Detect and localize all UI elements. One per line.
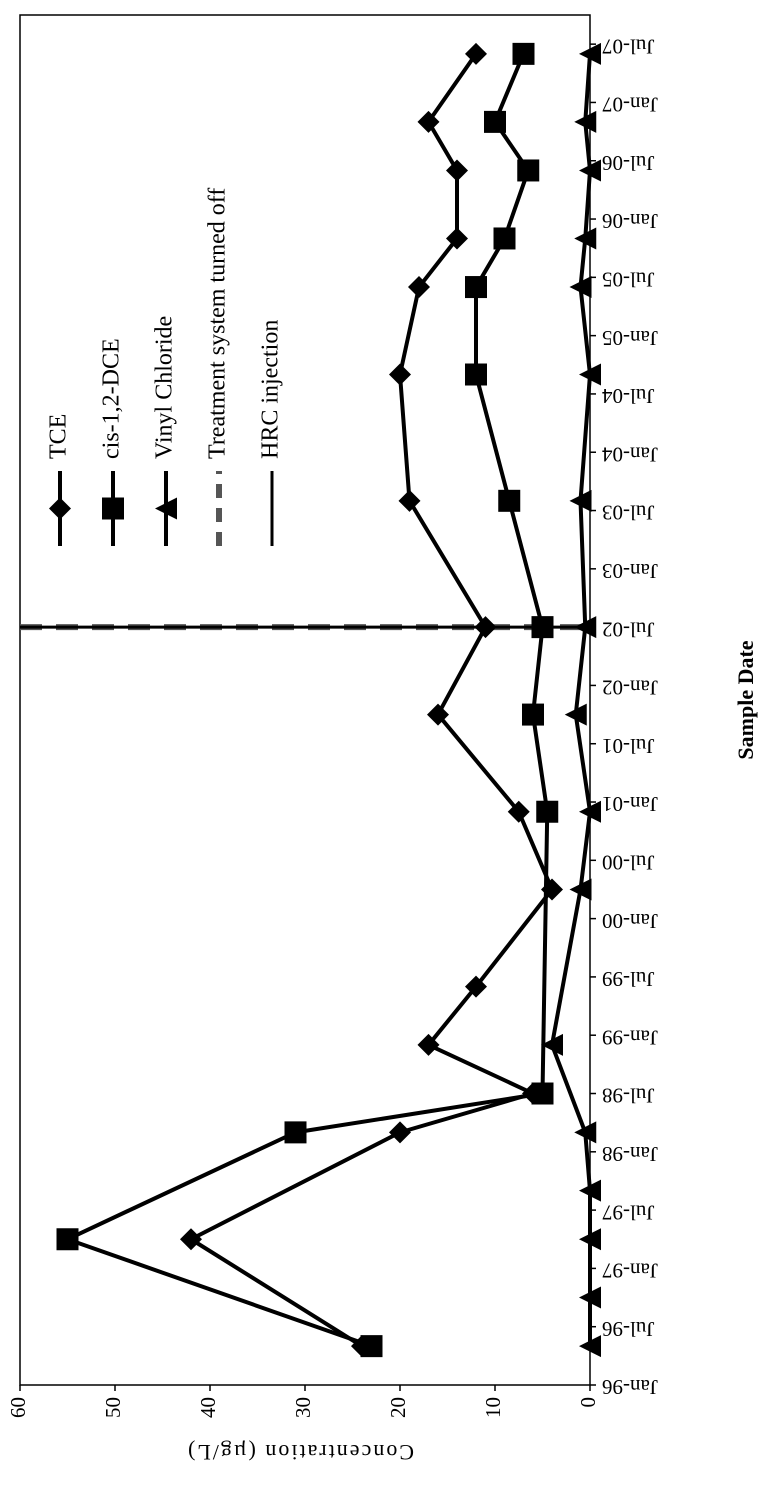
marker-triangle [541,1033,563,1056]
x-tick-label: Jul-04 [602,384,655,408]
marker-triangle [579,1228,601,1251]
marker-diamond [398,489,421,512]
x-tick-label: Jan-03 [602,559,658,583]
marker-square [493,227,516,250]
marker-triangle [564,703,587,726]
series-line [550,53,592,1347]
marker-diamond [474,616,497,639]
x-tick-label: Jan-06 [602,209,658,233]
x-tick-label: Jan-05 [602,326,658,350]
rotated-chart: Sample Date Concentration (µg/L) 0 10 20 30… [6,14,758,1465]
marker-triangle [574,616,597,639]
marker-square [522,703,544,726]
marker-triangle [569,276,592,299]
marker-square [465,363,487,386]
x-tick-label: Jul-03 [602,501,655,525]
marker-diamond [417,1033,440,1056]
y-tick-label: 40 [196,1397,220,1418]
marker-triangle [574,110,597,133]
x-tick-label: Jul-05 [602,268,655,292]
y-tick-label: 10 [481,1397,505,1418]
marker-triangle [574,227,597,250]
marker-triangle [569,878,592,901]
marker-square [517,159,540,182]
x-tick-label: Jan-97 [602,1259,658,1283]
marker-triangle [569,489,592,512]
x-tick-label: Jan-96 [602,1375,658,1399]
marker-diamond [49,497,71,520]
marker-triangle [574,1121,597,1144]
x-tick-label: Jul-98 [602,1084,655,1108]
y-axis-title: Concentration (µg/L) [186,1440,414,1465]
legend-text: Treatment system turned off [205,188,231,459]
x-tick-label: Jul-02 [602,617,655,641]
marker-diamond [465,42,487,65]
x-tick-label: Jan-01 [602,792,658,816]
x-tick-label: Jan-04 [602,442,658,466]
marker-diamond [180,1228,202,1251]
marker-diamond [446,227,468,250]
x-tick-label: Jul-97 [602,1200,655,1224]
x-tick-label: Jul-01 [602,734,655,758]
legend-text: Vinyl Chloride [152,316,178,459]
marker-triangle [579,159,601,182]
x-axis-title: Sample Date [733,640,758,759]
legend-text: HRC injection [258,320,284,459]
marker-diamond [389,363,411,386]
marker-diamond [389,1121,411,1144]
marker-square [465,276,487,299]
y-tick-label: 60 [6,1397,30,1418]
marker-diamond [507,800,530,823]
marker-triangle [155,497,177,520]
marker-square [531,616,554,639]
x-tick-label: Jul-00 [602,851,655,875]
marker-square [512,42,535,65]
marker-square [531,1082,554,1105]
x-tick-label: Jul-06 [602,151,655,175]
x-tick-label: Jan-99 [602,1025,658,1049]
marker-triangle [579,363,601,386]
marker-square [498,489,521,512]
x-tick-label: Jan-98 [602,1142,658,1166]
y-tick-label: 0 [576,1397,600,1408]
y-tick-label: 20 [386,1397,410,1418]
x-tick-label: Jan-02 [602,676,658,700]
x-tick-label: Jan-00 [602,909,658,933]
marker-square [102,497,124,520]
marker-triangle [579,1335,601,1358]
y-tick-label: 50 [101,1397,125,1418]
x-tick-label: Jan-07 [602,93,658,117]
y-tick-label: 30 [291,1397,315,1418]
marker-diamond [417,110,440,133]
legend-text: TCE [46,414,72,459]
marker-triangle [579,800,601,823]
x-tick-label: Jul-99 [602,967,655,991]
marker-triangle [579,1179,601,1202]
marker-square [284,1121,307,1144]
marker-diamond [427,703,449,726]
x-tick-label: Jul-07 [602,34,655,58]
marker-diamond [446,159,468,182]
marker-triangle [579,1286,601,1309]
series-line [65,53,550,1349]
marker-diamond [408,276,430,299]
marker-square [484,110,506,133]
legend-text: cis-1,2-DCE [99,338,125,459]
marker-square [56,1228,79,1251]
x-tick-label: Jul-96 [602,1317,655,1341]
marker-square [536,800,559,823]
marker-triangle [579,42,601,65]
marker-square [360,1335,383,1358]
